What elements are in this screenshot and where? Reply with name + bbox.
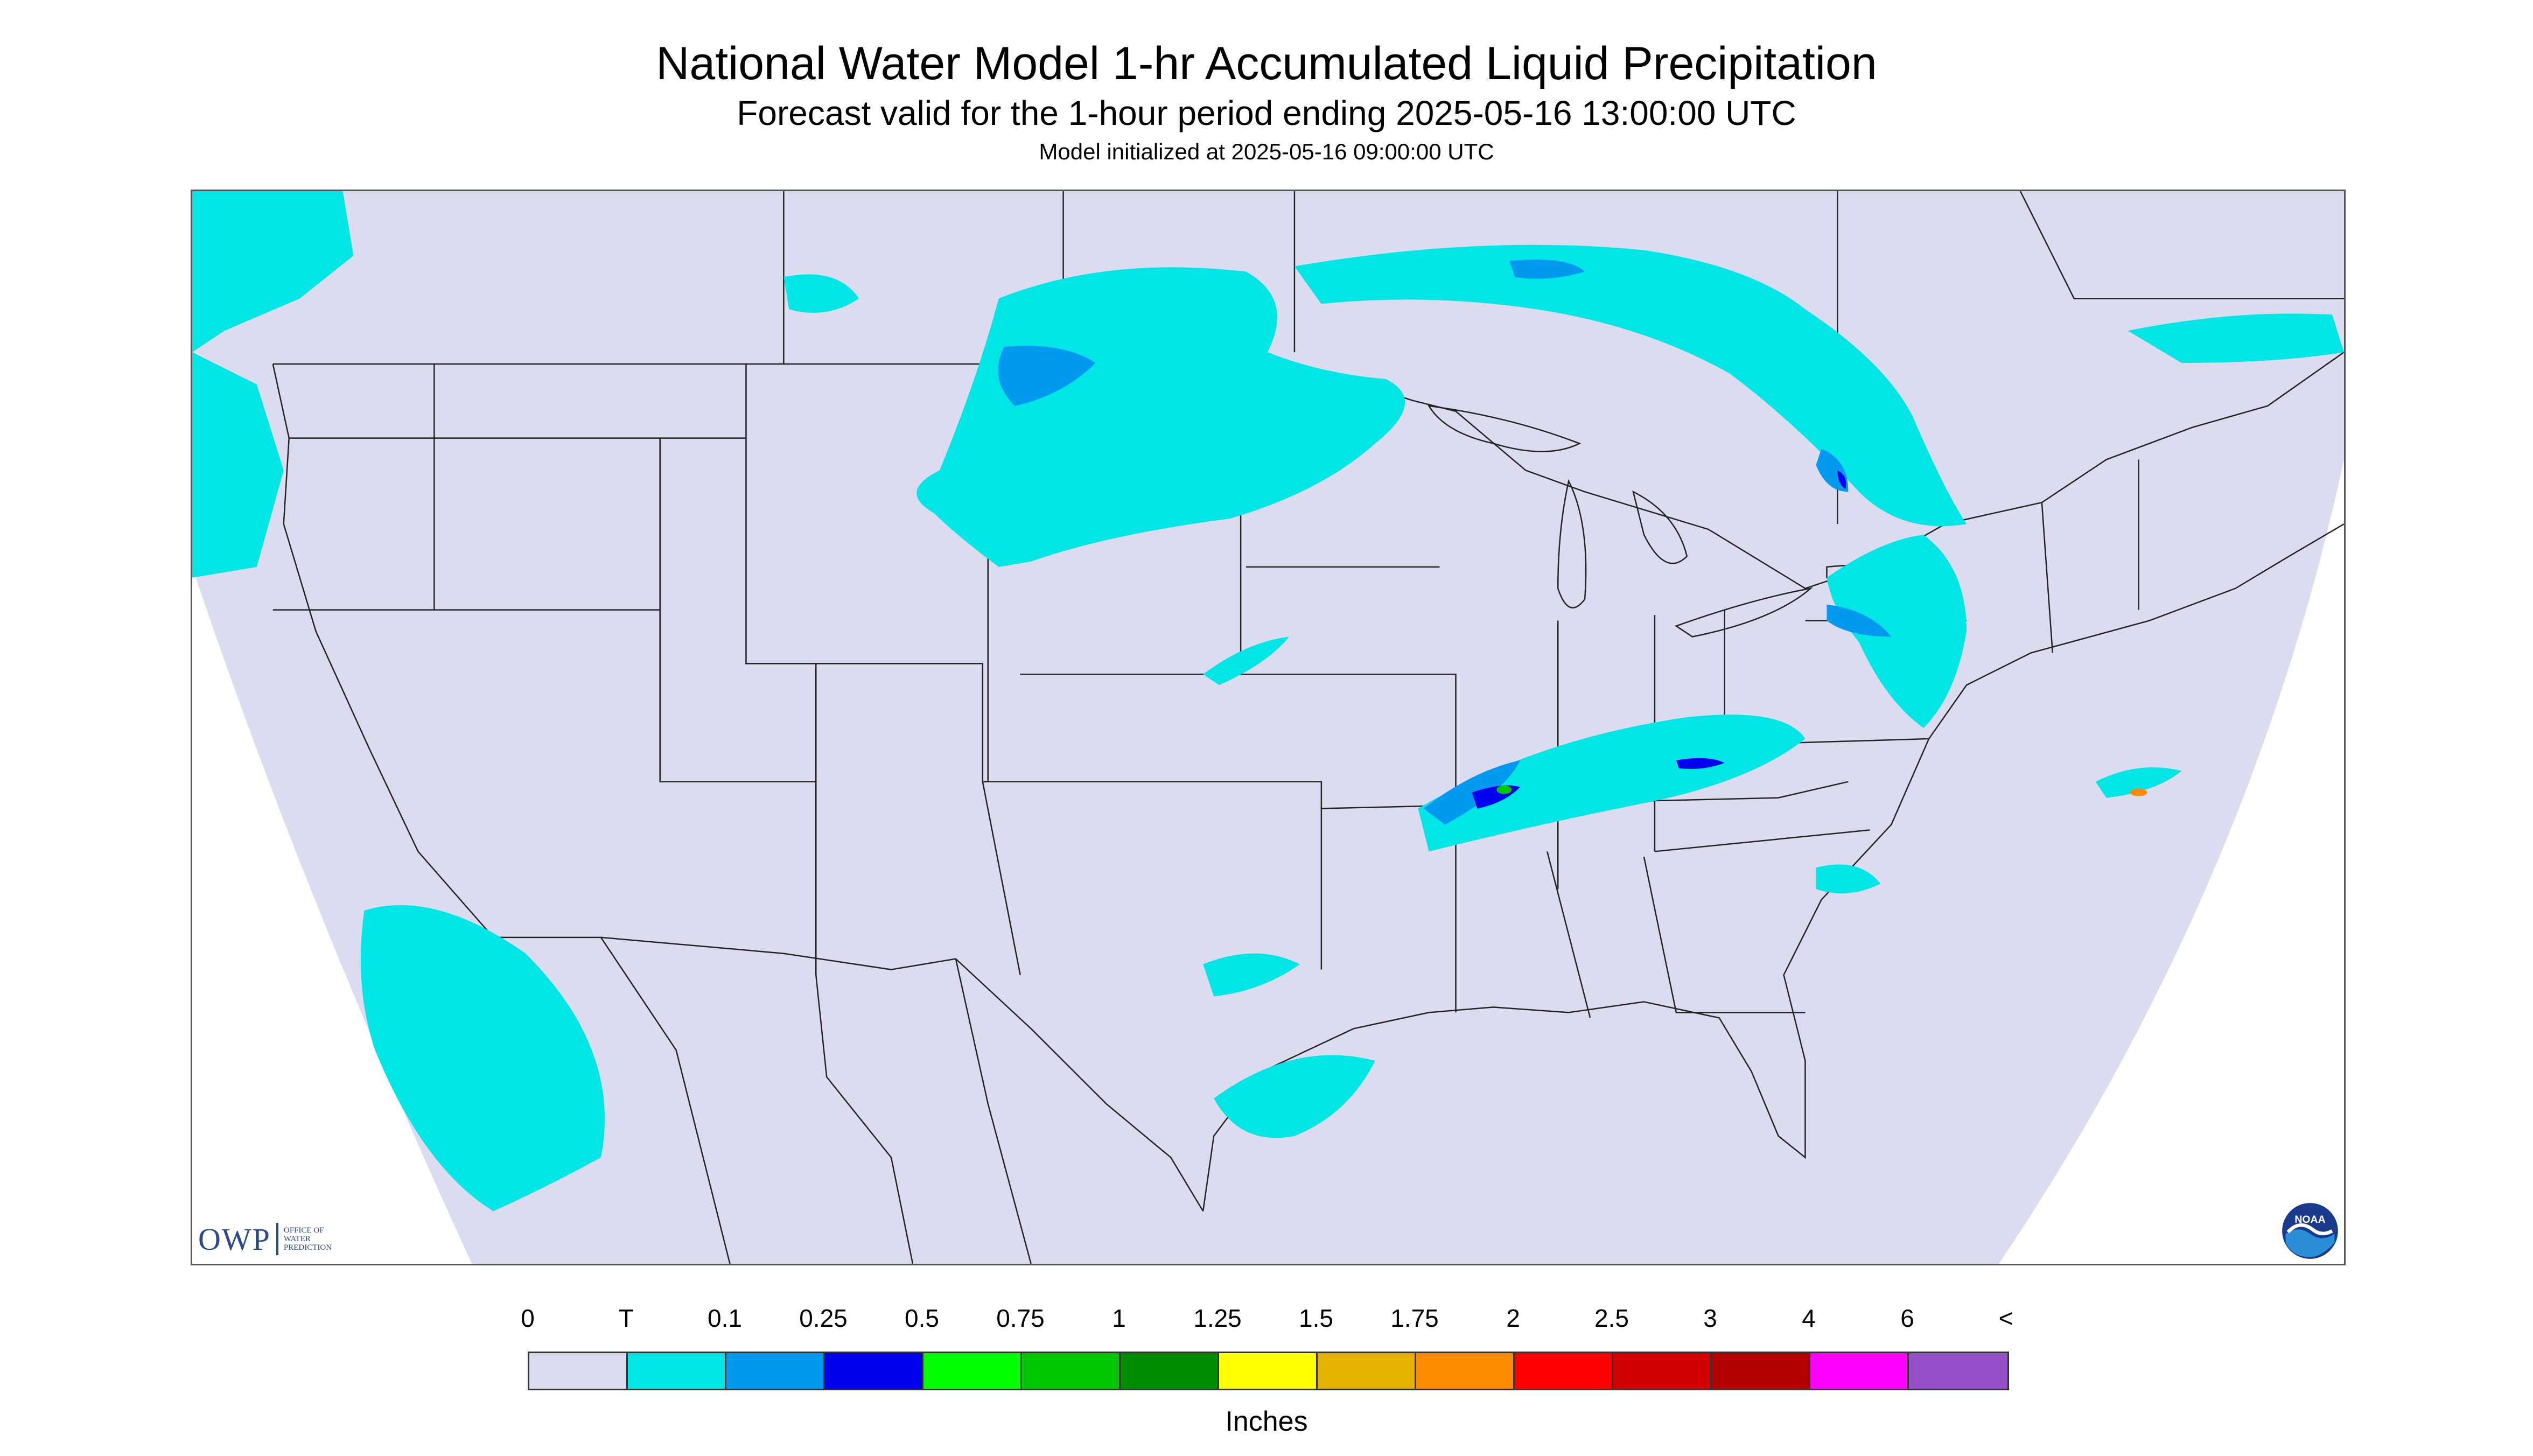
owp-logo-text: OWP	[198, 1221, 271, 1257]
legend-label: 3	[1703, 1304, 1717, 1332]
legend-swatch	[1219, 1353, 1318, 1389]
lake-superior	[1428, 405, 1582, 452]
legend-label: T	[618, 1304, 634, 1332]
legend-label: 0.1	[708, 1304, 742, 1332]
canada-province-line	[2019, 191, 2344, 299]
legend-swatch	[628, 1353, 726, 1389]
legend-label: 4	[1802, 1304, 1816, 1332]
legend-label: 1.25	[1193, 1304, 1242, 1332]
moderate-area-kentucky	[1676, 758, 1725, 769]
legend-swatch	[1613, 1353, 1712, 1389]
legend-swatch	[1022, 1353, 1121, 1389]
legend-units: Inches	[1225, 1406, 1308, 1437]
precip-trace-areas	[192, 191, 2344, 1212]
trace-area-kansas-streak	[1203, 636, 1289, 685]
trace-area-east-texas	[1203, 953, 1300, 997]
light-area-north-dakota	[998, 346, 1096, 406]
owp-logo-divider	[276, 1223, 278, 1255]
trace-area-northern-plains	[916, 267, 1405, 567]
legend-label: 0.5	[905, 1304, 939, 1332]
map-title: National Water Model 1-hr Accumulated Li…	[656, 38, 1877, 89]
noaa-logo-text: NOAA	[2294, 1214, 2325, 1226]
trace-area-carolinas	[1816, 864, 1881, 894]
legend-label: <	[1998, 1304, 2013, 1332]
state-line	[745, 364, 984, 782]
legend-label: 1	[1112, 1304, 1126, 1332]
legend-swatch	[1515, 1353, 1613, 1389]
trace-area-alberta	[783, 274, 859, 313]
model-init-line: Model initialized at 2025-05-16 09:00:00…	[1039, 139, 1494, 164]
state-line	[1020, 674, 1457, 809]
lake-erie	[1675, 587, 1813, 638]
legend-label: 1.5	[1299, 1304, 1333, 1332]
legend-swatch	[1416, 1353, 1515, 1389]
owp-logo-subtext: OFFICE OF WATER PREDICTION	[283, 1226, 332, 1252]
light-area-ontario	[1509, 260, 1585, 279]
precipitation-map	[191, 190, 2346, 1265]
legend-label: 2	[1506, 1304, 1520, 1332]
legend-swatch	[1810, 1353, 1909, 1389]
legend-colorbar	[528, 1352, 2009, 1390]
model-domain	[192, 191, 2344, 1264]
owp-logo: OWP OFFICE OF WATER PREDICTION	[198, 1221, 332, 1257]
moderate-area-quebec	[1837, 470, 1846, 489]
legend-swatch	[1318, 1353, 1416, 1389]
legend-label: 0	[521, 1304, 535, 1332]
state-line	[1547, 851, 1591, 1018]
legend-label: 1.75	[1390, 1304, 1439, 1332]
state-line	[982, 781, 1323, 970]
light-area-pennsylvania	[1827, 604, 1892, 637]
legend-swatch	[825, 1353, 923, 1389]
mexico-state-line	[600, 937, 731, 1264]
lake-michigan	[1557, 479, 1587, 608]
legend-label: 0.25	[799, 1304, 848, 1332]
legend-labels: 0 T 0.1 0.25 0.5 0.75 1 1.25 1.5 1.75 2 …	[0, 1302, 2533, 1340]
legend-swatch	[726, 1353, 825, 1389]
legend-swatch	[1712, 1353, 1810, 1389]
state-line	[272, 609, 816, 782]
light-area-mississippi-band	[1423, 760, 1521, 825]
us-mexico-border	[600, 936, 1204, 1212]
state-line	[2041, 502, 2054, 653]
heavy-cell-orange	[2130, 788, 2147, 796]
trace-area-offshore-baja	[360, 905, 605, 1212]
mexico-state-line	[955, 958, 1032, 1264]
state-line	[1643, 857, 1806, 1013]
legend-swatch	[923, 1353, 1022, 1389]
trace-area-nw-corner	[192, 191, 354, 353]
state-line	[982, 781, 1021, 975]
trace-area-pennsylvania	[1827, 535, 1967, 728]
trace-area-texas-coast	[1214, 1055, 1375, 1138]
heavy-cell-green	[1496, 785, 1512, 794]
legend-swatch	[529, 1353, 628, 1389]
lake-huron	[1632, 490, 1688, 564]
gulf-atlantic-coast	[1202, 523, 2344, 1212]
trace-area-pacific-nw	[192, 352, 284, 578]
legend-swatch	[1121, 1353, 1219, 1389]
precip-heavy-areas	[1496, 785, 2147, 796]
legend-label: 6	[1900, 1304, 1914, 1332]
mexico-state-line	[815, 975, 914, 1264]
trace-area-ohio-valley	[1418, 715, 1806, 852]
forecast-valid-subtitle: Forecast valid for the 1-hour period end…	[737, 94, 1796, 132]
trace-area-quebec	[2128, 313, 2344, 363]
noaa-logo: NOAA	[2282, 1203, 2338, 1259]
state-line	[1654, 829, 1870, 852]
trace-area-ontario-band	[1294, 244, 1967, 527]
trace-area-atlantic	[2095, 767, 2182, 798]
pacific-coast	[272, 363, 601, 939]
legend-swatch	[1909, 1353, 2007, 1389]
legend-label: 2.5	[1594, 1304, 1629, 1332]
legend-label: 0.75	[996, 1304, 1045, 1332]
map-canvas	[192, 191, 2344, 1264]
